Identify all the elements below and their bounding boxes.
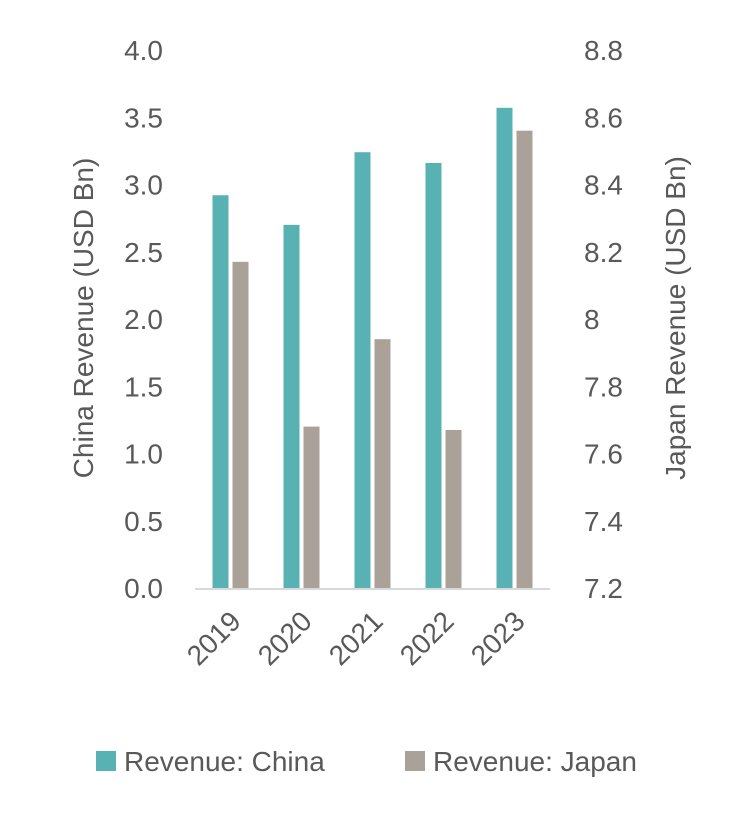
right-tick-label: 8.8: [584, 35, 623, 66]
category-label-2022: 2022: [394, 605, 460, 671]
legend: Revenue: China Revenue: Japan: [96, 746, 637, 777]
legend-label-china: Revenue: China: [124, 746, 325, 777]
bar-japan-2019: [232, 261, 249, 588]
bar-china-2020: [283, 224, 300, 588]
right-tick-label: 8: [584, 304, 600, 335]
right-tick-label: 7.6: [584, 439, 623, 470]
right-tick-label: 7.4: [584, 506, 623, 537]
right-tick-label: 8.4: [584, 170, 623, 201]
left-tick-label: 4.0: [124, 35, 163, 66]
bar-japan-2023: [516, 130, 533, 588]
left-tick-label: 1.0: [124, 439, 163, 470]
right-axis-ticks: 7.2 7.4 7.6 7.8 8 8.2 8.4 8.6 8.8: [584, 35, 623, 604]
bars: [212, 107, 533, 589]
bar-china-2019: [212, 195, 229, 588]
category-label-2020: 2020: [252, 605, 318, 671]
category-labels: 2019 2020 2021 2022 2023: [181, 605, 531, 671]
right-tick-label: 8.2: [584, 237, 623, 268]
bar-china-2023: [496, 107, 513, 589]
right-tick-label: 7.2: [584, 573, 623, 604]
left-axis-ticks: 0.0 0.5 1.0 1.5 2.0 2.5 3.0 3.5 4.0: [124, 35, 163, 604]
legend-swatch-japan: [405, 751, 425, 771]
right-axis-title: Japan Revenue (USD Bn): [660, 156, 691, 480]
left-tick-label: 3.0: [124, 170, 163, 201]
right-tick-label: 8.6: [584, 102, 623, 133]
left-tick-label: 1.5: [124, 371, 163, 402]
left-tick-label: 0.5: [124, 506, 163, 537]
bar-china-2022: [425, 162, 442, 589]
category-label-2023: 2023: [465, 605, 531, 671]
legend-label-japan: Revenue: Japan: [433, 746, 637, 777]
left-tick-label: 0.0: [124, 573, 163, 604]
left-axis-title: China Revenue (USD Bn): [68, 158, 99, 479]
legend-swatch-china: [96, 751, 116, 771]
bar-japan-2020: [303, 426, 320, 588]
category-label-2019: 2019: [181, 605, 247, 671]
bar-china-2021: [354, 152, 371, 588]
left-tick-label: 3.5: [124, 102, 163, 133]
left-tick-label: 2.0: [124, 304, 163, 335]
right-tick-label: 7.8: [584, 371, 623, 402]
bar-japan-2022: [445, 429, 462, 588]
bar-japan-2021: [374, 339, 391, 588]
left-tick-label: 2.5: [124, 237, 163, 268]
category-label-2021: 2021: [323, 605, 389, 671]
